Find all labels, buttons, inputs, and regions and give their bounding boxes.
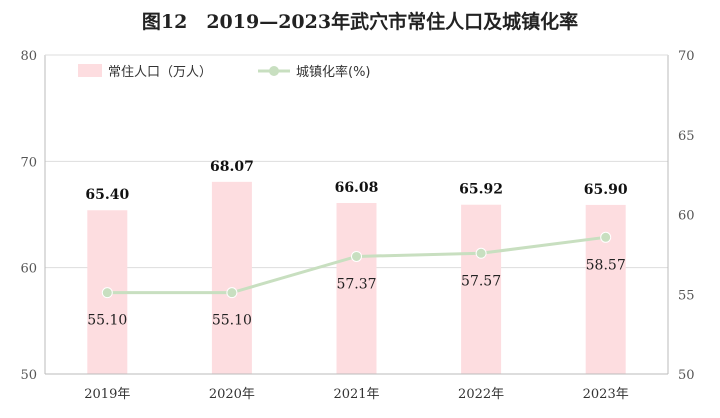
- y-left-tick-label: 80: [20, 49, 37, 64]
- y-left-tick-label: 60: [20, 262, 37, 277]
- bar-data-label: 65.92: [459, 182, 503, 198]
- x-tick-label: 2019年: [84, 387, 130, 402]
- line-point: [475, 247, 487, 259]
- axis-layer: 50 60 70 80 50 55 60 65 70 2019年 2020年 2021年 2022年 20…: [20, 49, 694, 402]
- y-right-tick-label: 55: [678, 288, 695, 303]
- x-tick-label: 2023年: [583, 387, 629, 402]
- line-data-label: 57.57: [461, 273, 501, 289]
- y-right-tick-label: 65: [678, 129, 695, 144]
- bar: [461, 204, 502, 374]
- bar-data-label: 65.40: [85, 187, 129, 203]
- legend-bar-swatch: [78, 64, 102, 77]
- y-left-tick-label: 70: [20, 155, 37, 170]
- legend-bar-label: 常住人口（万人）: [108, 65, 212, 80]
- x-tick-label: 2021年: [333, 387, 379, 402]
- bar: [336, 203, 377, 374]
- bar-data-label: 65.90: [584, 182, 628, 198]
- legend-line-marker: [269, 66, 279, 76]
- label-layer: 65.40 68.07 66.08 65.92 65.90 55.10 55.10 57.37…: [85, 159, 627, 329]
- line-layer: [101, 231, 612, 299]
- x-tick-label: 2020年: [209, 387, 255, 402]
- line-data-label: 55.10: [87, 313, 127, 329]
- line-data-label: 58.57: [586, 257, 626, 273]
- bar: [585, 204, 626, 374]
- x-tick-label: 2022年: [458, 387, 504, 402]
- bar: [211, 181, 252, 374]
- y-right-tick-label: 60: [678, 209, 695, 224]
- y-right-tick-label: 50: [678, 368, 695, 383]
- chart-title: 图12 2019—2023年武穴市常住人口及城镇化率: [142, 10, 578, 33]
- legend: 常住人口（万人） 城镇化率(%): [78, 64, 371, 80]
- line-point: [101, 287, 113, 299]
- line-data-label: 55.10: [212, 313, 252, 329]
- line-point: [226, 287, 238, 299]
- bar-data-label: 68.07: [210, 159, 254, 175]
- line-data-label: 57.37: [336, 276, 376, 292]
- y-right-tick-label: 70: [678, 49, 695, 64]
- line-point: [351, 250, 362, 262]
- line-point: [600, 231, 612, 243]
- legend-line-label: 城镇化率(%): [296, 64, 371, 80]
- bar-data-label: 66.08: [335, 180, 379, 196]
- y-left-tick-label: 50: [20, 368, 37, 383]
- bar-layer: [87, 181, 626, 374]
